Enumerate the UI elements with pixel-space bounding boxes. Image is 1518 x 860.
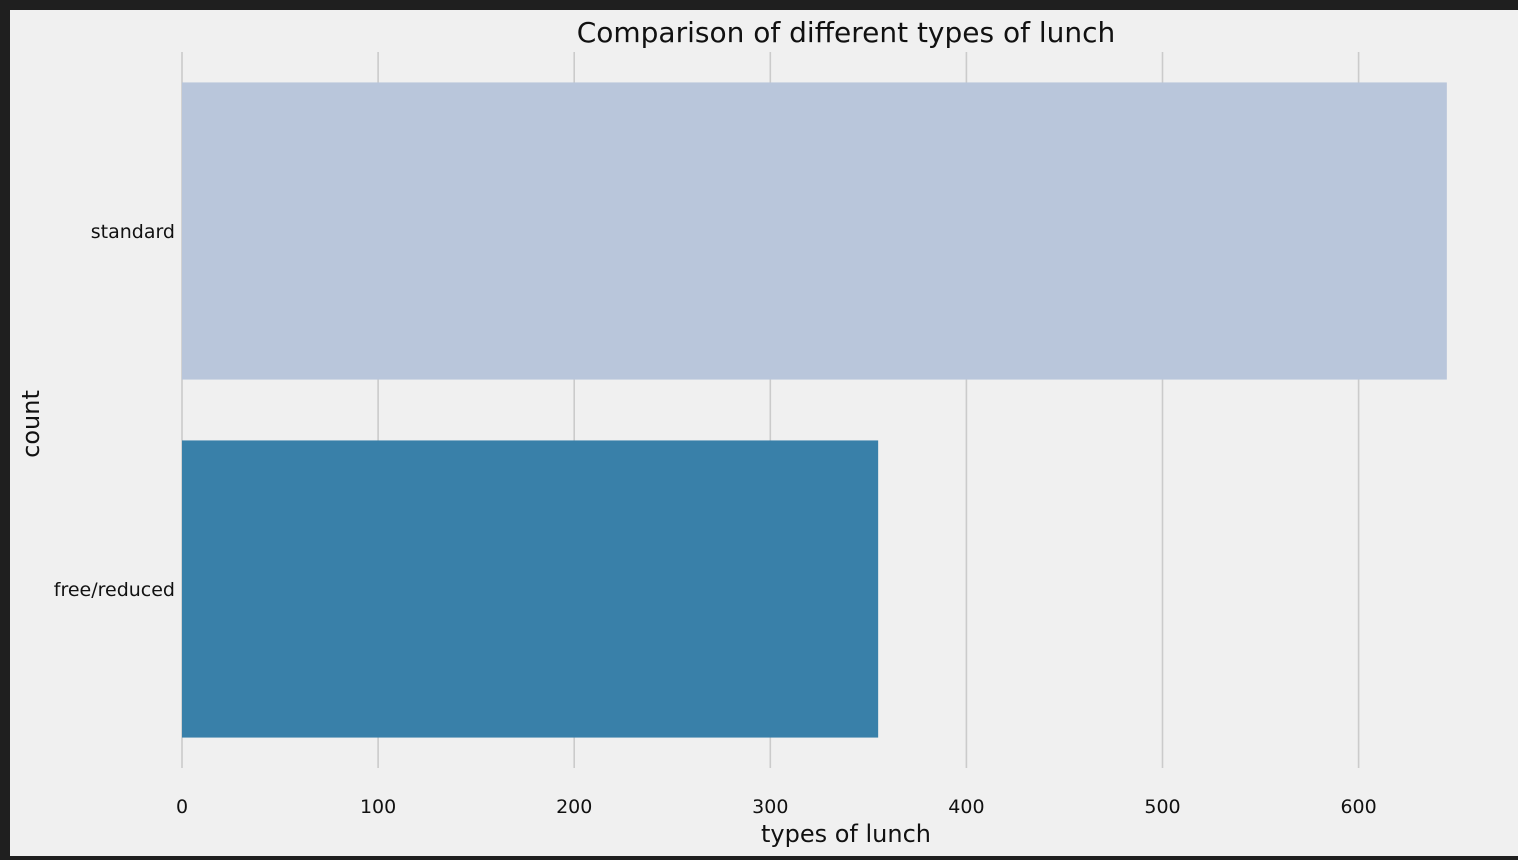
chart-title: Comparison of different types of lunch bbox=[577, 16, 1116, 49]
category-labels: standard free/reduced bbox=[54, 221, 175, 601]
x-tick-label: 200 bbox=[556, 796, 592, 818]
x-tick-labels: 0 100 200 300 400 500 600 bbox=[176, 796, 1377, 818]
bars bbox=[182, 82, 1447, 738]
x-tick-label: 300 bbox=[752, 796, 788, 818]
bar-free-reduced bbox=[182, 440, 879, 738]
x-tick-label: 100 bbox=[360, 796, 396, 818]
x-tick-label: 600 bbox=[1340, 796, 1376, 818]
x-tick-label: 500 bbox=[1144, 796, 1180, 818]
x-axis-title: types of lunch bbox=[761, 820, 931, 848]
category-label: standard bbox=[91, 221, 175, 243]
category-label: free/reduced bbox=[54, 579, 175, 601]
x-tick-label: 0 bbox=[176, 796, 188, 818]
bar-standard bbox=[182, 82, 1447, 380]
y-axis-title: count bbox=[17, 390, 45, 458]
x-tick-label: 400 bbox=[948, 796, 984, 818]
